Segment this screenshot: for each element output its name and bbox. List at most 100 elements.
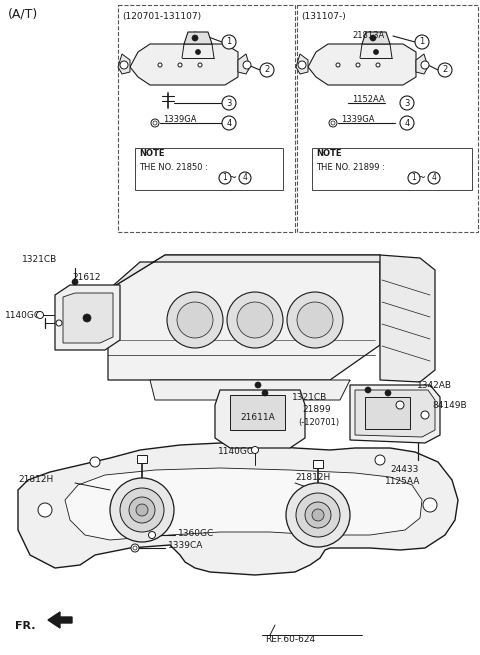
Text: THE NO. 21899 :: THE NO. 21899 : — [316, 164, 385, 172]
Circle shape — [178, 63, 182, 67]
Circle shape — [222, 96, 236, 110]
Circle shape — [252, 447, 259, 453]
Text: 4: 4 — [242, 174, 247, 183]
Circle shape — [158, 63, 162, 67]
Circle shape — [38, 503, 52, 517]
Polygon shape — [184, 32, 212, 44]
Circle shape — [136, 504, 148, 516]
Text: 2: 2 — [443, 66, 448, 75]
Circle shape — [195, 50, 201, 54]
Circle shape — [331, 121, 335, 125]
Circle shape — [237, 302, 273, 338]
Circle shape — [408, 172, 420, 184]
Text: (A/T): (A/T) — [8, 7, 38, 20]
Circle shape — [167, 292, 223, 348]
Bar — [135, 148, 283, 190]
Text: 4: 4 — [404, 119, 409, 128]
Text: 1: 1 — [223, 174, 228, 183]
Circle shape — [336, 63, 340, 67]
Text: 2: 2 — [264, 66, 270, 75]
Circle shape — [423, 498, 437, 512]
Circle shape — [305, 502, 331, 528]
Text: THE NO. 21850 :: THE NO. 21850 : — [139, 164, 208, 172]
Text: (131107-): (131107-) — [301, 12, 346, 20]
Polygon shape — [18, 443, 458, 575]
Circle shape — [148, 531, 156, 538]
Circle shape — [298, 61, 306, 69]
Text: (-120701): (-120701) — [298, 417, 339, 426]
Circle shape — [400, 96, 414, 110]
Polygon shape — [362, 32, 390, 44]
Circle shape — [56, 320, 62, 326]
Polygon shape — [380, 255, 435, 382]
Polygon shape — [296, 54, 308, 74]
Text: 21899: 21899 — [302, 405, 331, 415]
Circle shape — [415, 35, 429, 49]
Circle shape — [133, 546, 137, 550]
Polygon shape — [118, 54, 130, 74]
Circle shape — [129, 497, 155, 523]
Circle shape — [260, 63, 274, 77]
Circle shape — [151, 119, 159, 127]
Circle shape — [287, 292, 343, 348]
Circle shape — [222, 116, 236, 130]
Circle shape — [83, 314, 91, 322]
Circle shape — [177, 302, 213, 338]
Circle shape — [120, 61, 128, 69]
Polygon shape — [63, 293, 113, 343]
Circle shape — [198, 63, 202, 67]
Text: 1321CB: 1321CB — [292, 394, 327, 403]
Text: 1125AA: 1125AA — [385, 477, 420, 487]
Text: 1339GA: 1339GA — [341, 115, 374, 124]
Text: 21812H: 21812H — [18, 476, 53, 485]
Text: REF.60-624: REF.60-624 — [265, 635, 315, 645]
Circle shape — [239, 172, 251, 184]
Polygon shape — [48, 612, 72, 628]
Text: 1342AB: 1342AB — [417, 381, 452, 390]
Polygon shape — [55, 285, 120, 350]
Circle shape — [131, 544, 139, 552]
Text: 21812H: 21812H — [295, 474, 330, 483]
Circle shape — [376, 63, 380, 67]
Text: 24433: 24433 — [390, 466, 419, 474]
Circle shape — [227, 292, 283, 348]
Polygon shape — [108, 255, 380, 380]
Text: ~: ~ — [418, 173, 426, 183]
Text: 1339CA: 1339CA — [168, 542, 204, 550]
Bar — [137, 455, 147, 463]
Text: 4: 4 — [432, 174, 436, 183]
Text: 21612: 21612 — [72, 274, 100, 282]
Circle shape — [385, 390, 391, 396]
Circle shape — [222, 35, 236, 49]
Polygon shape — [355, 390, 435, 437]
Bar — [312, 148, 472, 190]
Circle shape — [365, 387, 371, 393]
Text: 21611A: 21611A — [240, 413, 275, 422]
Text: 84149B: 84149B — [432, 402, 467, 411]
Polygon shape — [108, 255, 385, 290]
Circle shape — [312, 509, 324, 521]
Polygon shape — [416, 54, 428, 74]
Circle shape — [219, 172, 231, 184]
Text: 1140GC: 1140GC — [5, 310, 41, 320]
Circle shape — [421, 61, 429, 69]
Circle shape — [192, 35, 198, 41]
Polygon shape — [150, 380, 350, 400]
Text: NOTE: NOTE — [139, 149, 165, 159]
Circle shape — [286, 483, 350, 547]
Circle shape — [262, 390, 268, 396]
Polygon shape — [308, 44, 416, 85]
Circle shape — [438, 63, 452, 77]
Text: 4: 4 — [227, 119, 232, 128]
Circle shape — [400, 116, 414, 130]
Circle shape — [421, 411, 429, 419]
Polygon shape — [130, 44, 238, 85]
Bar — [313, 460, 323, 468]
Text: 1339GA: 1339GA — [163, 115, 196, 124]
Polygon shape — [215, 390, 305, 448]
Text: FR.: FR. — [15, 621, 36, 631]
Text: 1360GC: 1360GC — [178, 529, 214, 538]
Circle shape — [356, 63, 360, 67]
Circle shape — [120, 488, 164, 532]
Circle shape — [110, 478, 174, 542]
